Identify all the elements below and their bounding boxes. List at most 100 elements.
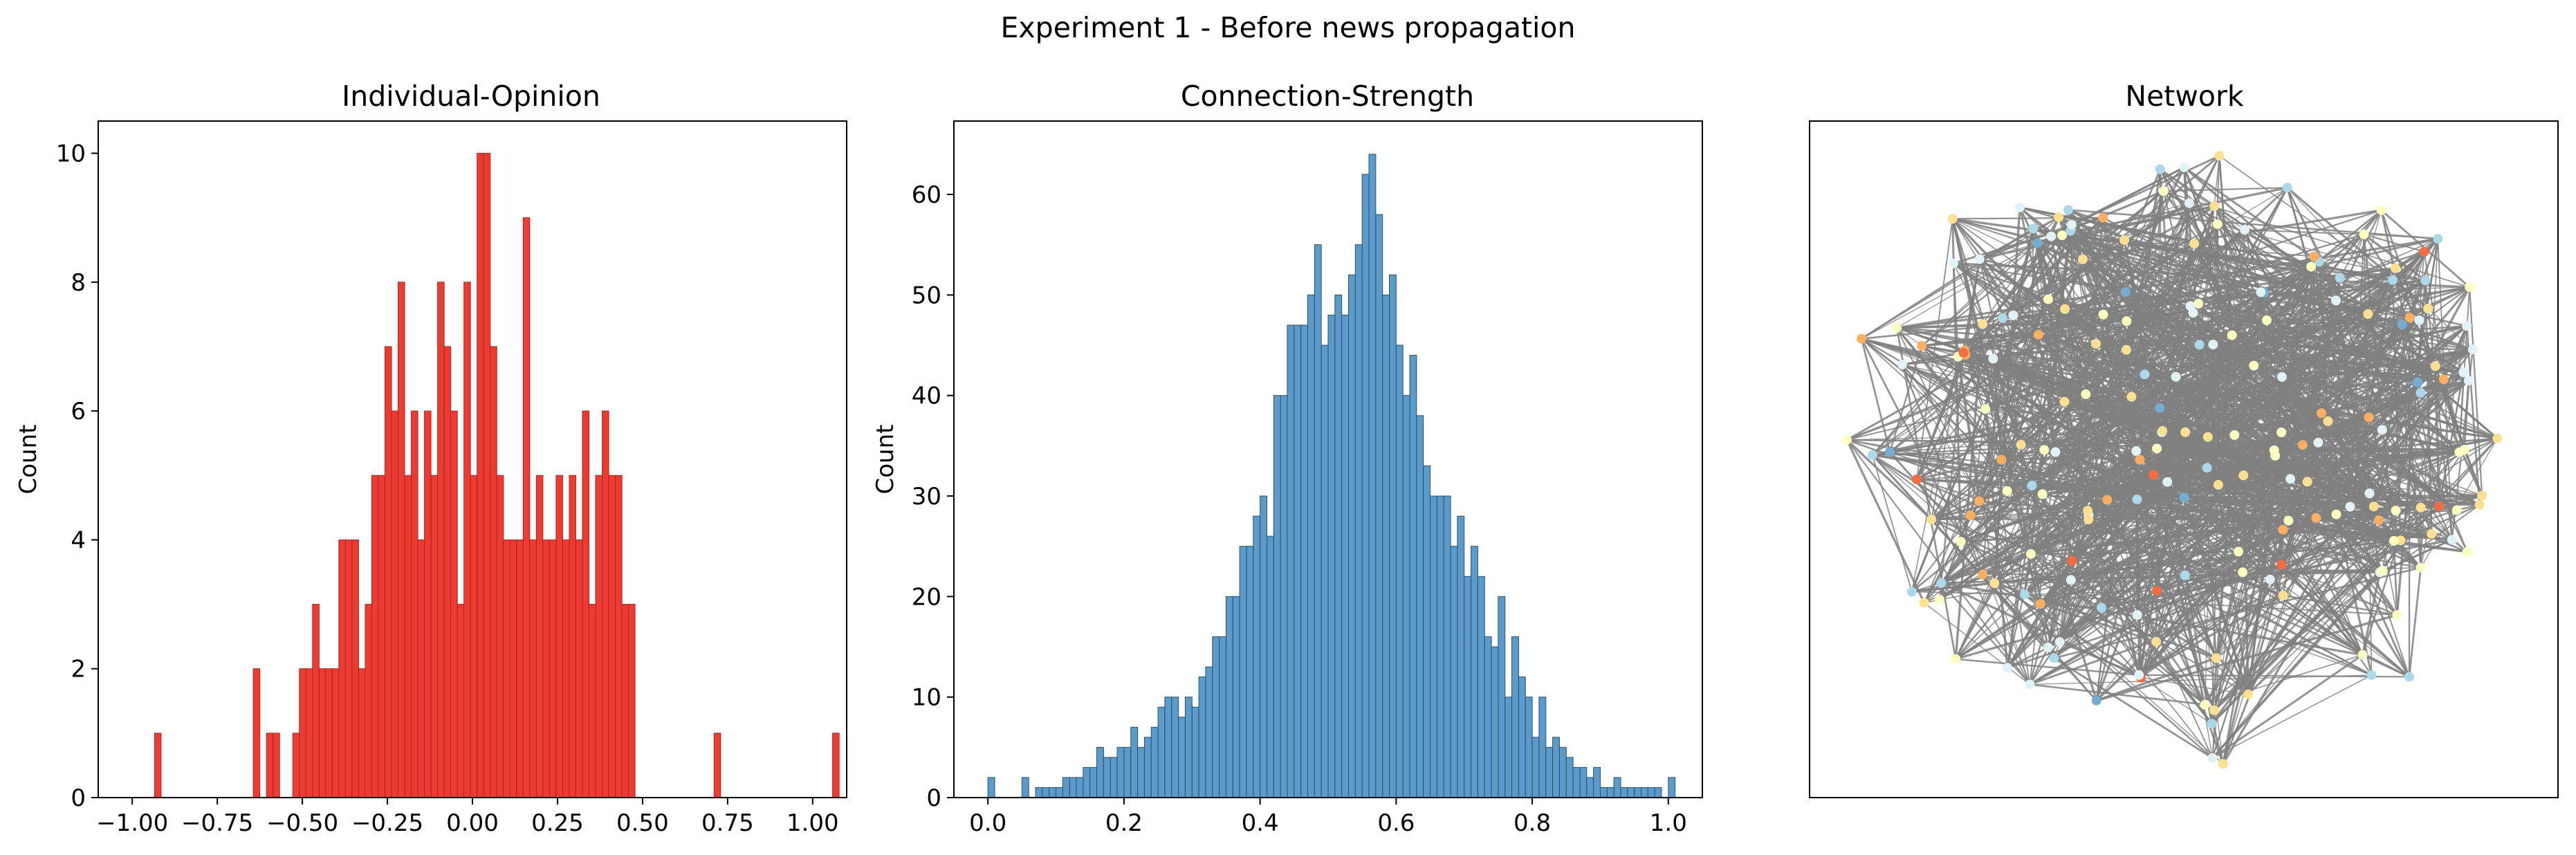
strength-histogram-bar	[1314, 244, 1322, 798]
network-edge	[2059, 380, 2469, 643]
network-edge	[1930, 518, 2055, 659]
opinion-histogram-bar	[404, 475, 412, 798]
strength-histogram-bar	[1184, 697, 1193, 798]
network-edge	[1931, 518, 2102, 609]
network-edge	[2362, 654, 2410, 678]
strength-histogram-xtick-label: 1.0	[1650, 809, 1687, 837]
network-node	[2285, 474, 2296, 484]
network-node	[2102, 495, 2113, 505]
opinion-histogram-bar	[371, 475, 379, 798]
opinion-histogram-title: Individual-Opinion	[342, 80, 600, 113]
network-node	[2158, 425, 2168, 436]
strength-histogram-bar	[1171, 697, 1179, 798]
network-node	[2211, 653, 2221, 663]
strength-histogram-ytick-label: 10	[912, 684, 941, 712]
network-node	[2025, 679, 2035, 690]
strength-histogram-ytick-label: 30	[912, 483, 941, 511]
opinion-histogram-xtick-label: −1.00	[96, 809, 168, 837]
network-edge	[2253, 365, 2319, 443]
opinion-histogram-xtick-label: 0.00	[446, 809, 499, 837]
opinion-histogram-bar	[470, 475, 478, 798]
opinion-histogram-bar	[443, 346, 452, 798]
network-node	[2276, 371, 2287, 382]
network-edge	[1896, 237, 2438, 329]
network-node	[2434, 501, 2445, 511]
network-node	[1948, 258, 1958, 268]
network-node	[1892, 323, 1902, 333]
opinion-histogram-bar	[608, 475, 616, 798]
network-edge	[1955, 416, 2370, 660]
network-edge	[2243, 454, 2276, 477]
opinion-histogram-bar	[549, 539, 557, 798]
network-node	[2027, 480, 2037, 490]
network-node	[2054, 637, 2065, 647]
network-node	[2218, 759, 2228, 769]
network-edge	[1931, 187, 2288, 520]
strength-histogram-xtick-label: 0.2	[1105, 809, 1143, 837]
network-node	[1956, 537, 1966, 547]
opinion-histogram-ylabel: Count	[15, 425, 42, 495]
network-edge	[2070, 506, 2350, 581]
strength-histogram-bar	[1361, 174, 1370, 798]
network-node	[1980, 404, 1991, 414]
network-edge	[2368, 365, 2436, 418]
network-edge	[2040, 376, 2283, 605]
network-node	[2149, 470, 2158, 480]
opinion-histogram-xtick-label: 1.00	[786, 809, 839, 837]
strength-histogram-bar	[1552, 737, 1560, 798]
network-edge	[2290, 448, 2465, 480]
network-edge	[2212, 674, 2372, 759]
network-node	[2083, 514, 2094, 524]
network-edge	[2036, 243, 2057, 452]
network-node	[2234, 546, 2243, 557]
strength-histogram-bar	[1069, 777, 1077, 798]
network-node	[2193, 298, 2204, 309]
network-node	[2317, 408, 2326, 419]
network-edge	[2036, 243, 2158, 643]
network-edge	[2095, 324, 2402, 344]
strength-histogram-bar	[1477, 576, 1485, 798]
network-edge	[2101, 314, 2137, 452]
network-edge	[1978, 224, 2072, 502]
opinion-histogram-bar	[305, 668, 313, 798]
opinion-histogram-bar	[411, 410, 418, 798]
network-node	[2238, 567, 2248, 578]
network-edge	[2029, 647, 2050, 685]
strength-histogram-xticks: 0.0 0.2 0.4 0.6 0.8 1.0	[969, 798, 1687, 837]
network-edge	[1872, 454, 1913, 592]
strength-histogram-bar	[1368, 154, 1377, 798]
network-edge	[2313, 256, 2317, 518]
network-edge	[1953, 262, 2284, 531]
strength-histogram-bar	[1150, 726, 1159, 798]
network-edge	[1872, 454, 2032, 555]
strength-histogram-bar	[1668, 777, 1676, 798]
network-node	[2200, 699, 2210, 710]
network-node	[2135, 454, 2145, 465]
network-node	[2414, 315, 2425, 325]
network-node	[2368, 502, 2379, 512]
strength-histogram-bar	[1049, 787, 1057, 798]
network-edge	[2024, 594, 2398, 616]
network-edge	[2140, 506, 2375, 679]
network-edge	[2071, 155, 2220, 226]
opinion-histogram-bar	[483, 153, 491, 798]
strength-histogram-bar	[1062, 777, 1070, 798]
network-edge	[1993, 358, 2396, 511]
network-node	[2132, 609, 2142, 620]
strength-histogram-bar	[1484, 636, 1492, 798]
network-edge	[1922, 345, 1964, 353]
network-node	[2015, 203, 2025, 212]
strength-histogram-bar	[1056, 787, 1063, 798]
network-node	[2404, 672, 2414, 682]
network-node	[2416, 387, 2426, 398]
strength-histogram-bars	[987, 154, 1676, 798]
network-node	[2050, 447, 2061, 457]
network-edge	[1897, 320, 2127, 329]
network-edge	[2350, 506, 2422, 569]
network-node	[2033, 329, 2043, 340]
strength-histogram-bar	[1260, 495, 1267, 798]
strength-histogram-bar	[1491, 646, 1499, 798]
network-node	[2098, 309, 2108, 320]
network-node	[2081, 389, 2091, 399]
network-edge	[2030, 256, 2315, 555]
